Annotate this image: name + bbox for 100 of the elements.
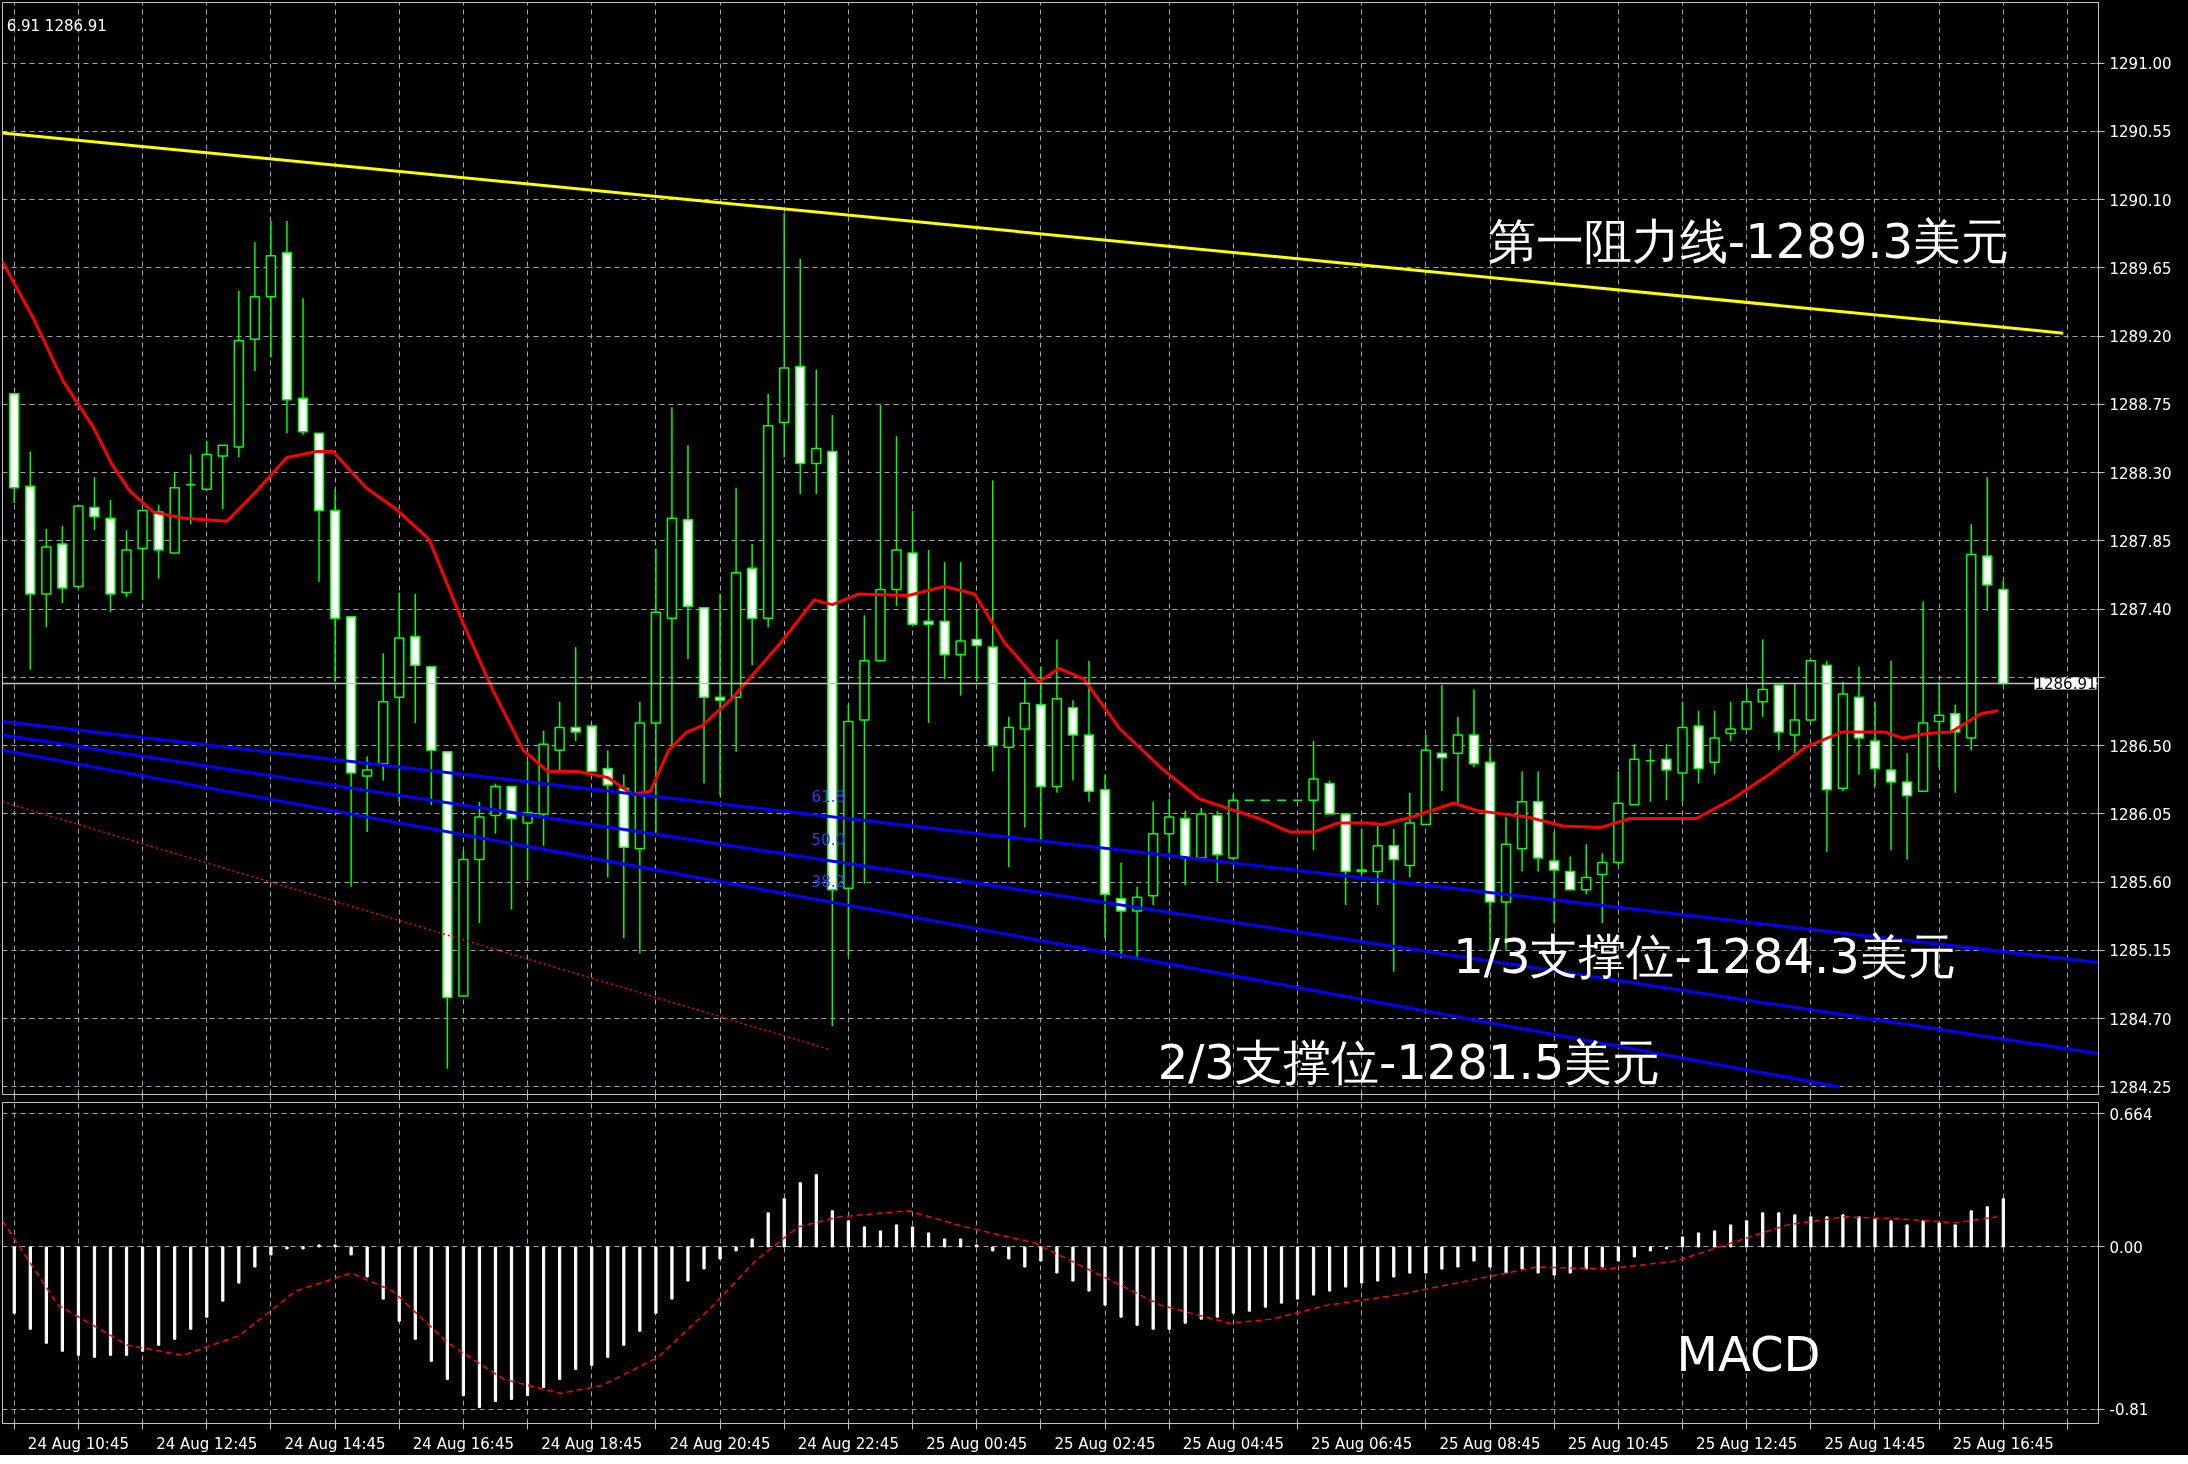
bar — [397, 1246, 401, 1322]
y-tick-label: 0.00 — [2109, 1238, 2143, 1257]
bar — [1729, 1224, 1733, 1248]
bar — [1247, 1246, 1252, 1312]
bar — [189, 1246, 193, 1330]
bar — [1392, 1246, 1396, 1278]
candlestick — [1901, 752, 1913, 861]
y-tick-label: 1291.00 — [2109, 55, 2172, 74]
y-tick-label: 1288.75 — [2109, 396, 2172, 415]
bar — [1279, 1246, 1284, 1304]
bar — [1263, 1246, 1268, 1308]
bar — [1568, 1246, 1572, 1274]
bar — [140, 1246, 145, 1352]
candlestick — [1789, 682, 1801, 754]
bar — [445, 1246, 449, 1380]
y-tick-label: 1288.30 — [2109, 464, 2172, 483]
annotation: 第一阻力线-1289.3美元 — [1487, 213, 2010, 270]
annotation: MACD — [1676, 1326, 1821, 1383]
bar — [12, 1246, 16, 1314]
bar — [1039, 1246, 1043, 1262]
bar — [782, 1198, 786, 1248]
bar — [1648, 1246, 1653, 1252]
bar — [878, 1230, 883, 1248]
bar — [1905, 1224, 1909, 1248]
x-tick-label: 25 Aug 14:45 — [1824, 1434, 1926, 1453]
bar — [622, 1246, 626, 1346]
candlestick — [1564, 855, 1576, 891]
bar — [750, 1238, 754, 1248]
bar — [124, 1246, 129, 1356]
bar — [558, 1246, 562, 1380]
bar — [638, 1246, 642, 1332]
bar — [28, 1246, 32, 1330]
candlestick — [1885, 659, 1897, 852]
bar — [317, 1244, 321, 1248]
bar — [1632, 1246, 1637, 1258]
bar — [1215, 1246, 1219, 1318]
bar — [1151, 1246, 1155, 1330]
bar — [44, 1246, 48, 1344]
x-tick-label: 25 Aug 10:45 — [1567, 1434, 1669, 1453]
y-tick-label: 1285.60 — [2109, 874, 2172, 893]
bar — [670, 1246, 674, 1300]
bar — [1600, 1246, 1604, 1268]
bar — [1135, 1246, 1139, 1326]
bar — [574, 1246, 578, 1370]
bar — [1793, 1214, 1797, 1248]
bar — [1584, 1246, 1588, 1270]
bar — [686, 1246, 690, 1282]
candlestick — [1933, 681, 1945, 768]
bar — [1680, 1236, 1685, 1248]
bar — [221, 1246, 225, 1302]
bar — [1552, 1246, 1556, 1276]
bar — [1841, 1214, 1845, 1248]
bar — [1183, 1246, 1187, 1324]
bar — [365, 1246, 369, 1278]
y-tick-label: 1284.25 — [2109, 1078, 2172, 1097]
bar — [333, 1244, 337, 1248]
bar — [702, 1246, 706, 1270]
bar — [173, 1246, 177, 1340]
bar — [1969, 1210, 1973, 1248]
bar — [1504, 1246, 1508, 1274]
bar — [991, 1246, 995, 1252]
x-tick-label: 24 Aug 20:45 — [669, 1434, 771, 1453]
bar — [1745, 1220, 1749, 1248]
annotation: 2/3支撑位-1281.5美元 — [1157, 1033, 1661, 1090]
bar — [1408, 1246, 1412, 1274]
bar — [1456, 1246, 1460, 1268]
x-tick-label: 24 Aug 22:45 — [797, 1434, 899, 1453]
bar — [237, 1246, 241, 1284]
bar — [814, 1174, 818, 1248]
bar — [1921, 1220, 1925, 1248]
y-tick-label: 1289.20 — [2109, 328, 2172, 347]
x-tick-label: 25 Aug 06:45 — [1311, 1434, 1413, 1453]
bar — [1985, 1206, 1989, 1248]
x-tick-label: 25 Aug 00:45 — [926, 1434, 1028, 1453]
bar — [1761, 1212, 1765, 1248]
bar — [2001, 1198, 2005, 1248]
bar — [1167, 1246, 1171, 1330]
bar — [60, 1246, 65, 1352]
bar — [654, 1246, 658, 1314]
x-tick-label: 24 Aug 16:45 — [412, 1434, 514, 1453]
candlestick — [1308, 740, 1319, 852]
candlestick — [1597, 852, 1608, 924]
bar — [959, 1238, 963, 1248]
bar — [525, 1246, 530, 1396]
bar — [1007, 1246, 1011, 1260]
bar — [205, 1246, 209, 1318]
bar — [862, 1226, 867, 1248]
bar — [1873, 1218, 1877, 1248]
bar — [1472, 1246, 1476, 1262]
bar — [1376, 1246, 1380, 1282]
y-tick-label: 1284.70 — [2109, 1010, 2172, 1029]
bar — [943, 1238, 947, 1248]
y-tick-label: 1286.05 — [2109, 805, 2172, 824]
bar — [830, 1210, 834, 1248]
candlestick — [1436, 684, 1448, 792]
bar — [606, 1246, 610, 1358]
candlestick — [955, 561, 966, 697]
bar — [1344, 1246, 1348, 1288]
bar — [1889, 1220, 1893, 1248]
x-tick-label: 25 Aug 02:45 — [1054, 1434, 1156, 1453]
